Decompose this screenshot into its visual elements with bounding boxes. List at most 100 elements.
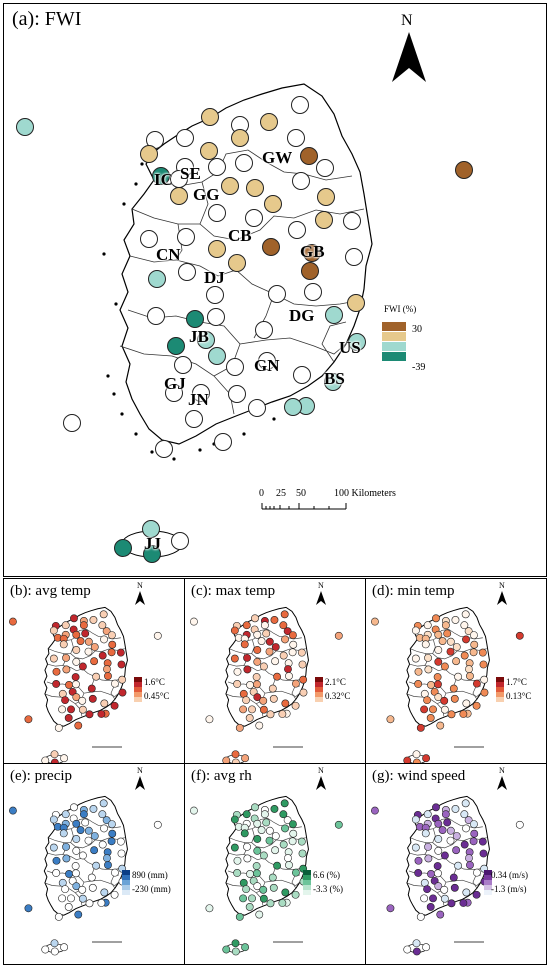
- station-marker: [85, 710, 94, 719]
- province-boundary: [228, 852, 306, 870]
- north-arrow-icon: [135, 776, 140, 790]
- station-marker: [107, 837, 116, 846]
- station-marker: [78, 894, 87, 903]
- station-marker: [262, 238, 280, 256]
- station-marker: [301, 262, 319, 280]
- avg-temp-map: [9, 591, 162, 763]
- station-marker: [279, 651, 288, 660]
- station-marker: [67, 894, 75, 903]
- station-marker: [452, 643, 461, 651]
- legend-swatch: [496, 677, 504, 682]
- station-marker: [108, 820, 116, 829]
- station-marker: [78, 851, 87, 860]
- station-marker: [316, 159, 334, 177]
- station-marker: [64, 903, 73, 911]
- station-marker: [469, 837, 478, 846]
- station-marker: [281, 699, 290, 708]
- station-marker: [426, 903, 435, 911]
- station-marker: [153, 631, 162, 640]
- station-marker: [291, 701, 300, 710]
- station-marker: [110, 868, 119, 877]
- max-temp-map: [190, 591, 343, 763]
- station-marker: [281, 635, 289, 644]
- station-marker: [50, 750, 59, 759]
- station-marker: [104, 672, 112, 680]
- station-marker: [71, 862, 80, 870]
- station-marker: [271, 643, 280, 651]
- station-marker: [98, 810, 107, 819]
- legend-swatch: [122, 880, 130, 885]
- station-marker: [460, 810, 469, 819]
- station-marker: [62, 842, 70, 851]
- province-boundary: [83, 690, 120, 697]
- station-marker: [118, 675, 127, 684]
- station-marker: [285, 672, 293, 680]
- station-marker: [279, 621, 288, 630]
- station-marker: [470, 820, 478, 829]
- legend-swatch: [303, 870, 311, 875]
- station-marker: [317, 188, 335, 206]
- legend-max: 0.34 (m/s): [491, 870, 528, 880]
- legend-swatch: [484, 890, 492, 895]
- station-marker: [424, 665, 433, 674]
- station-marker: [230, 843, 239, 852]
- station-marker: [273, 672, 282, 681]
- station-marker: [416, 723, 425, 732]
- station-marker: [434, 630, 443, 639]
- north-arrow-icon: [497, 776, 502, 790]
- station-marker: [259, 696, 268, 705]
- station-marker: [452, 657, 461, 666]
- station-marker: [76, 637, 85, 645]
- station-marker: [423, 810, 432, 819]
- panel-title: (f): avg rh: [191, 768, 252, 784]
- station-marker: [207, 308, 225, 326]
- station-marker: [100, 824, 108, 833]
- station-marker: [472, 868, 481, 877]
- station-marker: [74, 910, 83, 919]
- station-marker: [63, 414, 81, 432]
- station-marker: [434, 657, 443, 666]
- station-marker: [265, 826, 274, 835]
- scale-tick-100: 100 Kilometers: [334, 488, 396, 499]
- station-marker: [98, 651, 107, 660]
- station-marker: [429, 894, 437, 903]
- station-marker: [61, 885, 69, 894]
- north-label: N: [137, 581, 143, 590]
- station-marker: [280, 610, 289, 619]
- station-marker: [451, 805, 460, 813]
- station-marker: [103, 854, 111, 863]
- station-marker: [443, 629, 452, 638]
- station-marker: [262, 818, 271, 827]
- north-arrow-icon: [321, 776, 326, 790]
- region-label-gg: GG: [193, 185, 220, 204]
- station-marker: [16, 118, 34, 136]
- station-marker: [278, 899, 287, 907]
- legend-swatch: [303, 890, 311, 895]
- station-marker: [103, 665, 111, 674]
- station-marker: [449, 684, 458, 693]
- station-marker: [465, 854, 473, 863]
- region-label-ic: IC: [154, 170, 173, 189]
- station-marker: [289, 640, 298, 649]
- legend-swatch: [496, 687, 504, 692]
- station-marker: [248, 894, 256, 903]
- station-marker: [464, 816, 473, 825]
- station-marker: [88, 694, 97, 703]
- station-marker: [424, 842, 432, 851]
- legend-swatch: [382, 332, 406, 341]
- province-boundary: [153, 149, 353, 187]
- legend-swatch: [315, 687, 323, 692]
- legend-swatch: [315, 677, 323, 682]
- station-marker: [140, 230, 158, 248]
- station-marker: [208, 204, 226, 222]
- station-marker: [446, 637, 455, 646]
- station-marker: [214, 433, 232, 451]
- station-marker: [245, 714, 254, 722]
- station-marker: [480, 688, 489, 697]
- station-marker: [221, 177, 239, 195]
- station-marker: [99, 799, 108, 808]
- station-marker: [462, 888, 471, 897]
- station-marker: [52, 680, 61, 688]
- station-marker: [72, 846, 81, 855]
- station-marker: [386, 715, 395, 724]
